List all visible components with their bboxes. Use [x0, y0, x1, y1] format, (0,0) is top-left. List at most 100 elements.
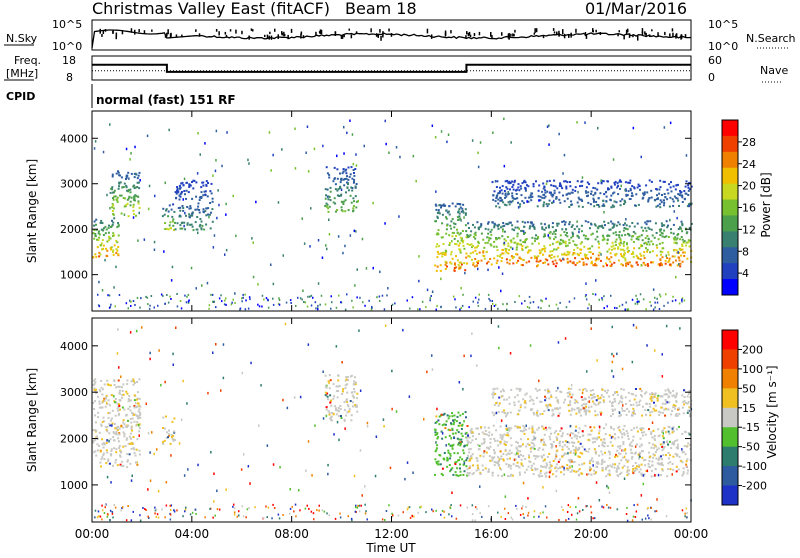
power-cell	[666, 257, 668, 259]
velocity-cell	[476, 460, 479, 462]
power-cell	[672, 237, 675, 240]
velocity-cell	[524, 400, 527, 403]
power-cell	[512, 262, 515, 265]
power-cell	[679, 248, 682, 251]
velocity-sparse-cell	[149, 357, 151, 361]
power-ground-cell	[295, 305, 297, 307]
power-cell	[646, 220, 649, 223]
velocity-ground-cell	[101, 509, 104, 512]
power-ground-cell	[186, 295, 188, 298]
power-cell	[554, 185, 557, 188]
velocity-cell	[535, 413, 538, 416]
velocity-cell	[644, 392, 646, 395]
velocity-cell	[588, 410, 591, 413]
noise-spike	[252, 29, 254, 32]
velocity-cell	[502, 453, 505, 455]
power-cell	[164, 222, 167, 224]
power-ground-cell	[314, 301, 317, 304]
velocity-cell	[644, 458, 647, 461]
velocity-cell	[645, 470, 648, 472]
velocity-colorbar-segment	[722, 485, 738, 506]
velocity-cell	[591, 400, 594, 403]
velocity-cell	[99, 461, 102, 464]
velocity-cell	[514, 453, 517, 456]
power-colorbar-segment	[722, 231, 738, 248]
power-cell	[608, 248, 611, 251]
velocity-cell	[447, 449, 450, 452]
velocity-cell	[117, 414, 120, 417]
power-sparse-cell	[226, 131, 228, 134]
power-cell	[132, 206, 135, 209]
velocity-sparse-cell	[293, 396, 296, 399]
velocity-cell	[597, 403, 600, 406]
velocity-cell	[541, 425, 544, 428]
power-cell	[113, 191, 115, 194]
power-cell	[459, 206, 462, 209]
velocity-cell	[452, 423, 455, 426]
velocity-cell	[681, 394, 684, 397]
velocity-cell	[496, 461, 499, 464]
velocity-cell	[108, 411, 111, 414]
power-cell	[344, 169, 347, 172]
velocity-cell	[650, 431, 653, 434]
velocity-cell	[113, 439, 116, 442]
velocity-cell	[483, 426, 486, 429]
power-cell	[495, 186, 498, 188]
velocity-cell	[126, 392, 129, 395]
power-sparse-cell	[548, 143, 550, 146]
velocity-cell	[94, 390, 97, 393]
velocity-cell	[545, 462, 548, 465]
power-sparse-cell	[164, 181, 166, 185]
velocity-cell	[551, 409, 554, 412]
velocity-cell	[581, 445, 584, 448]
power-cell	[505, 248, 508, 251]
power-cell	[513, 181, 516, 184]
velocity-sparse-cell	[182, 379, 184, 383]
velocity-cell	[102, 416, 105, 419]
power-cell	[94, 253, 97, 256]
velocity-ground-cell	[295, 515, 297, 518]
power-sparse-cell	[123, 213, 126, 216]
velocity-cell	[603, 401, 605, 404]
power-ground-cell	[491, 300, 493, 302]
velocity-cell	[667, 452, 670, 454]
velocity-cell	[664, 414, 666, 417]
power-cell	[545, 203, 548, 205]
velocity-cell	[115, 431, 118, 433]
power-cell	[559, 201, 562, 204]
power-cell	[599, 192, 602, 195]
velocity-ground-cell	[173, 510, 176, 513]
velocity-cell	[626, 460, 629, 463]
velocity-cell	[550, 446, 553, 449]
velocity-ground-cell	[161, 508, 163, 511]
power-cell	[668, 259, 671, 262]
velocity-sparse-cell	[529, 344, 532, 347]
velocity-cell	[683, 389, 685, 392]
power-cell	[203, 228, 206, 231]
power-cell	[596, 226, 599, 229]
power-cell	[333, 177, 336, 180]
velocity-cell	[622, 428, 625, 431]
power-ground-cell	[335, 306, 338, 309]
power-cell	[347, 183, 349, 186]
velocity-cell	[543, 441, 546, 444]
velocity-cell	[166, 431, 169, 434]
power-cell	[539, 199, 542, 202]
velocity-cell	[583, 410, 586, 413]
power-cell	[534, 240, 536, 243]
power-ground-cell	[667, 301, 669, 304]
power-colorbar-segment	[722, 199, 738, 216]
power-cell	[637, 183, 640, 186]
power-ground-cell	[411, 296, 414, 299]
power-sparse-cell	[252, 275, 255, 279]
power-sparse-cell	[385, 142, 387, 146]
velocity-cell	[631, 445, 633, 448]
velocity-cell	[173, 431, 176, 434]
power-sparse-cell	[548, 124, 550, 127]
velocity-cell	[114, 459, 117, 461]
velocity-cell	[447, 417, 450, 420]
x-tick-label: 08:00	[274, 527, 309, 541]
power-cell	[325, 194, 327, 197]
power-cell	[501, 225, 504, 228]
